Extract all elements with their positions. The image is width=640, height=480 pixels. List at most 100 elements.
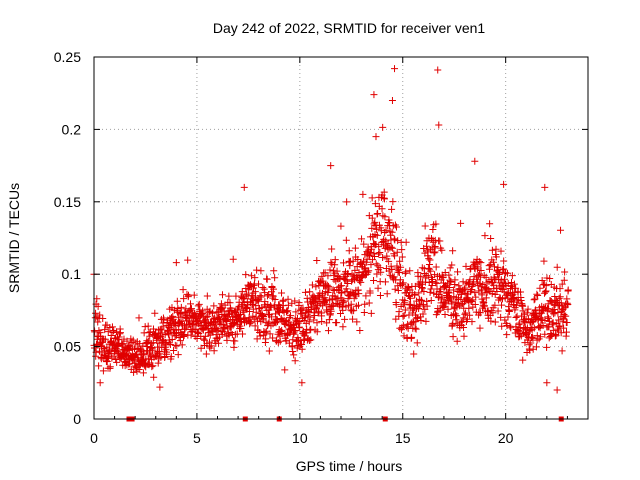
data-point [563, 318, 571, 326]
data-point [341, 315, 349, 323]
data-point [462, 309, 470, 317]
data-point [399, 312, 407, 320]
data-point [270, 267, 278, 275]
data-point [460, 324, 468, 332]
data-point [289, 336, 297, 344]
data-point [459, 314, 467, 322]
data-point [382, 226, 390, 234]
data-point [510, 280, 518, 288]
data-point [144, 322, 152, 330]
data-point [446, 284, 454, 292]
data-point [313, 328, 321, 336]
data-point [256, 292, 264, 300]
data-point [194, 328, 202, 336]
data-point [333, 319, 341, 327]
data-point [560, 324, 568, 332]
data-point [361, 264, 369, 272]
data-point [434, 66, 442, 74]
data-point [391, 252, 399, 260]
data-point [342, 236, 350, 244]
data-point [287, 312, 295, 320]
data-point [463, 315, 471, 323]
data-point [230, 343, 238, 351]
data-point [284, 295, 292, 303]
data-point [370, 220, 378, 228]
data-point [338, 289, 346, 297]
data-point [351, 291, 359, 299]
data-point [156, 350, 164, 358]
data-point [149, 339, 157, 347]
data-point [368, 194, 376, 202]
data-point [470, 280, 478, 288]
data-point [308, 281, 316, 289]
data-point [101, 326, 109, 334]
data-point [266, 330, 274, 338]
x-tick-label: 15 [395, 430, 411, 446]
data-point [325, 284, 333, 292]
data-point [495, 270, 503, 278]
data-point [498, 301, 506, 309]
data-point [302, 319, 310, 327]
data-point [503, 331, 511, 339]
data-point [148, 363, 156, 371]
data-point [532, 343, 540, 351]
data-point [291, 297, 299, 305]
data-point [465, 304, 473, 312]
data-point [504, 269, 512, 277]
data-point [190, 291, 198, 299]
data-point [349, 257, 357, 265]
data-point [439, 304, 447, 312]
data-point [375, 243, 383, 251]
data-point [269, 334, 277, 342]
data-point [533, 290, 541, 298]
data-point [460, 285, 468, 293]
data-point [174, 351, 182, 359]
data-point [373, 225, 381, 233]
data-point [517, 296, 525, 304]
data-point [313, 319, 321, 327]
data-point [355, 290, 363, 298]
data-point [388, 228, 396, 236]
data-point [506, 322, 514, 330]
data-point [301, 288, 309, 296]
data-point [361, 300, 369, 308]
data-point [172, 259, 180, 267]
data-point [553, 386, 561, 394]
data-point [564, 300, 572, 308]
data-point [279, 297, 287, 305]
data-point [373, 270, 381, 278]
data-point [431, 236, 439, 244]
data-point [371, 218, 379, 226]
data-point [429, 277, 437, 285]
data-point [331, 256, 339, 264]
data-point [399, 279, 407, 287]
data-point [534, 292, 542, 300]
data-point [446, 264, 454, 272]
data-point [234, 304, 242, 312]
data-point [376, 264, 384, 272]
data-point [527, 339, 535, 347]
data-point [522, 326, 530, 334]
data-point [395, 308, 403, 316]
data-point [432, 279, 440, 287]
data-point [496, 269, 504, 277]
data-point [336, 282, 344, 290]
data-point [178, 341, 186, 349]
data-point [281, 366, 289, 374]
data-point [146, 332, 154, 340]
data-point [494, 275, 502, 283]
data-point [507, 324, 515, 332]
data-point [391, 236, 399, 244]
data-point [543, 343, 551, 351]
data-point [229, 255, 237, 263]
data-point [201, 317, 209, 325]
data-point [475, 258, 483, 266]
data-point [326, 266, 334, 274]
data-point [480, 302, 488, 310]
data-point [337, 222, 345, 230]
data-point [94, 318, 102, 326]
data-point [487, 317, 495, 325]
data-point [203, 292, 211, 300]
data-point [104, 349, 112, 357]
data-point [257, 267, 265, 275]
